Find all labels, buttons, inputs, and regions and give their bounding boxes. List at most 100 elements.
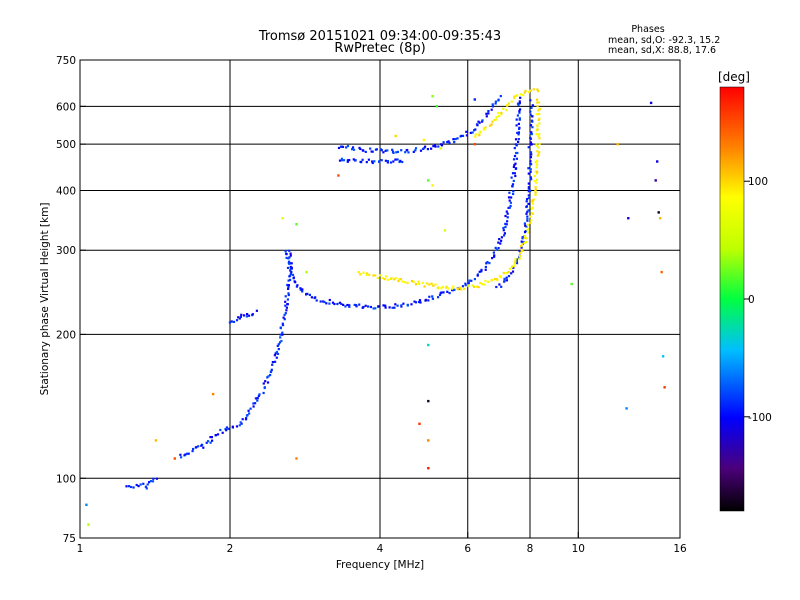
x-mode-point [451, 287, 454, 290]
x-mode-point [497, 112, 500, 115]
x-mode-point [535, 163, 538, 166]
o-mode-point [511, 184, 514, 188]
o-mode-point [474, 128, 477, 131]
o-mode-point [252, 402, 255, 405]
o-mode-point [254, 397, 257, 400]
o-mode-point [467, 281, 470, 284]
o-mode-point [251, 313, 254, 316]
x-mode-point [471, 284, 474, 287]
o-mode-point [448, 141, 451, 144]
o-mode-point [361, 158, 364, 161]
o-mode-point [187, 452, 190, 455]
o-mode-point [440, 144, 444, 147]
x-mode-point [365, 272, 369, 275]
colorbar-label: [deg] [718, 70, 750, 84]
o-mode-point [424, 145, 427, 148]
x-mode-point [456, 288, 460, 291]
o-mode-point [374, 307, 377, 310]
o-mode-point [369, 147, 372, 150]
o-mode-point [243, 314, 246, 317]
o-mode-point [225, 429, 228, 432]
x-mode-point [534, 193, 537, 196]
o-mode-point [384, 149, 387, 152]
o-mode-point [529, 99, 532, 102]
x-mode-point [534, 189, 537, 193]
o-mode-point [271, 361, 274, 364]
o-mode-point [340, 157, 343, 160]
x-mode-point [522, 94, 525, 97]
x-mode-point [490, 278, 494, 281]
o-mode-point [499, 95, 502, 98]
x-mode-point [536, 128, 539, 131]
scattered-point [431, 95, 434, 98]
x-mode-point [537, 153, 540, 156]
x-mode-point [536, 150, 539, 153]
o-mode-point [529, 113, 532, 116]
o-mode-point [284, 250, 287, 253]
colorbar-tick-label: -100 [748, 412, 772, 424]
x-mode-point [379, 274, 382, 277]
o-mode-point [235, 425, 239, 428]
scattered-point [295, 223, 298, 226]
o-mode-point [225, 426, 228, 429]
x-mode-point [537, 90, 540, 93]
x-mode-point [529, 221, 532, 225]
o-mode-point [372, 307, 375, 310]
o-mode-point [391, 306, 394, 309]
x-mode-point [520, 245, 523, 248]
o-mode-point [478, 270, 481, 273]
o-mode-point [530, 143, 533, 146]
o-mode-point [518, 102, 521, 105]
o-mode-point [504, 225, 507, 229]
o-mode-point [506, 220, 509, 223]
o-mode-point [142, 482, 145, 485]
o-mode-point [209, 441, 212, 444]
o-mode-point [355, 304, 358, 307]
o-mode-point [505, 279, 508, 282]
o-mode-point [245, 417, 248, 420]
o-mode-point [361, 149, 364, 152]
o-mode-point [505, 210, 508, 213]
x-mode-point [417, 280, 420, 283]
x-mode-point [357, 271, 360, 274]
o-mode-point [200, 444, 203, 447]
scattered-point [427, 399, 430, 403]
scattered-point [394, 134, 397, 138]
o-mode-point [530, 131, 533, 134]
scattered-point [87, 523, 90, 526]
o-mode-point [529, 151, 533, 154]
x-mode-point [514, 258, 517, 261]
scattered-point [211, 392, 215, 396]
o-mode-point [527, 172, 530, 175]
y-tick-label: 500 [56, 139, 76, 151]
x-mode-point [513, 95, 516, 98]
o-mode-point [414, 301, 418, 304]
o-mode-point [448, 292, 451, 295]
o-mode-point [461, 285, 464, 288]
scattered-point [173, 457, 176, 460]
o-mode-point [531, 115, 534, 118]
o-mode-point [287, 279, 290, 282]
x-mode-point [493, 118, 496, 122]
o-mode-point [530, 119, 534, 122]
x-mode-point [527, 227, 530, 230]
o-mode-point [509, 201, 512, 204]
o-mode-point [238, 424, 241, 427]
o-mode-point [127, 485, 131, 488]
x-mode-point [393, 278, 396, 281]
o-mode-point [446, 290, 449, 293]
o-mode-point [529, 177, 532, 180]
x-mode-point [399, 278, 402, 281]
x-mode-point [437, 286, 440, 289]
o-mode-point [518, 127, 521, 130]
o-mode-point [527, 186, 530, 189]
o-mode-point [473, 278, 476, 281]
o-mode-point [371, 160, 374, 163]
o-mode-point [346, 159, 349, 162]
x-mode-point [538, 107, 541, 110]
x-mode-point [473, 285, 476, 288]
o-mode-point [461, 134, 465, 137]
o-mode-point [313, 296, 316, 300]
scattered-point [435, 105, 438, 108]
data-points [85, 88, 666, 526]
